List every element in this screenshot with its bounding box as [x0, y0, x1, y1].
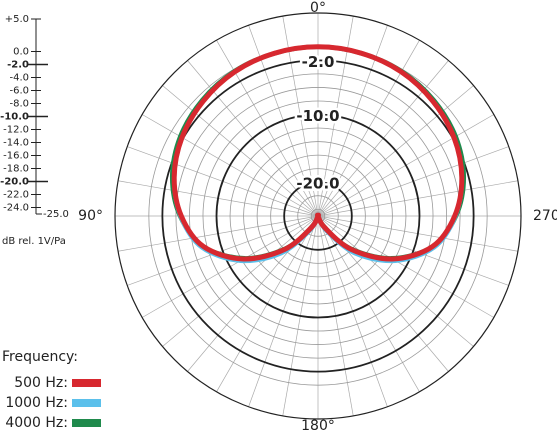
- legend-swatch: [72, 399, 101, 407]
- r-scale-label: 0.0: [13, 47, 29, 58]
- ring-label: -20.0: [296, 175, 339, 193]
- angle-label: 0°: [310, 0, 326, 16]
- ring-label: -2.0: [302, 53, 335, 71]
- legend-label: 4000 Hz:: [5, 415, 68, 431]
- ring: [189, 87, 447, 345]
- angle-label: 270°: [533, 208, 557, 224]
- ring: [215, 113, 421, 319]
- legend-label: 500 Hz:: [14, 375, 68, 391]
- ring: [229, 127, 407, 305]
- r-scale-label: -16.0: [3, 151, 29, 162]
- ring: [256, 154, 380, 278]
- r-scale-label: -6.0: [9, 86, 29, 97]
- r-scale-label: -8.0: [9, 99, 29, 110]
- ring-label: -10.0: [296, 107, 339, 125]
- ring: [243, 141, 393, 291]
- r-scale-label: +5.0: [5, 14, 29, 25]
- r-scale-label: -25.0: [43, 209, 69, 220]
- ring: [283, 181, 353, 251]
- r-axis-label: dB rel. 1V/Pa: [2, 236, 66, 247]
- legend-label: 1000 Hz:: [5, 395, 68, 411]
- r-scale-label: -12.0: [3, 125, 29, 136]
- r-scale-label: -18.0: [3, 164, 29, 175]
- r-scale-label: -2.0: [7, 60, 29, 71]
- ring: [270, 168, 366, 264]
- r-scale-label: -22.0: [3, 190, 29, 201]
- ring: [202, 100, 434, 332]
- ring: [297, 195, 339, 237]
- angle-label: 90°: [78, 208, 103, 224]
- r-scale-label: -10.0: [0, 112, 29, 123]
- ring: [114, 12, 522, 420]
- r-scale-label: -14.0: [3, 138, 29, 149]
- r-scale-label: -24.0: [3, 203, 29, 214]
- ring: [161, 59, 475, 373]
- angle-label: 180°: [301, 418, 335, 434]
- legend-swatch: [72, 419, 101, 427]
- legend-swatch: [72, 379, 101, 387]
- r-scale-label: -4.0: [9, 73, 29, 84]
- r-scale-label: -20.0: [0, 177, 29, 188]
- legend-title: Frequency:: [2, 349, 78, 365]
- ring: [310, 208, 326, 224]
- ring: [175, 73, 461, 359]
- response-curve: [171, 44, 465, 262]
